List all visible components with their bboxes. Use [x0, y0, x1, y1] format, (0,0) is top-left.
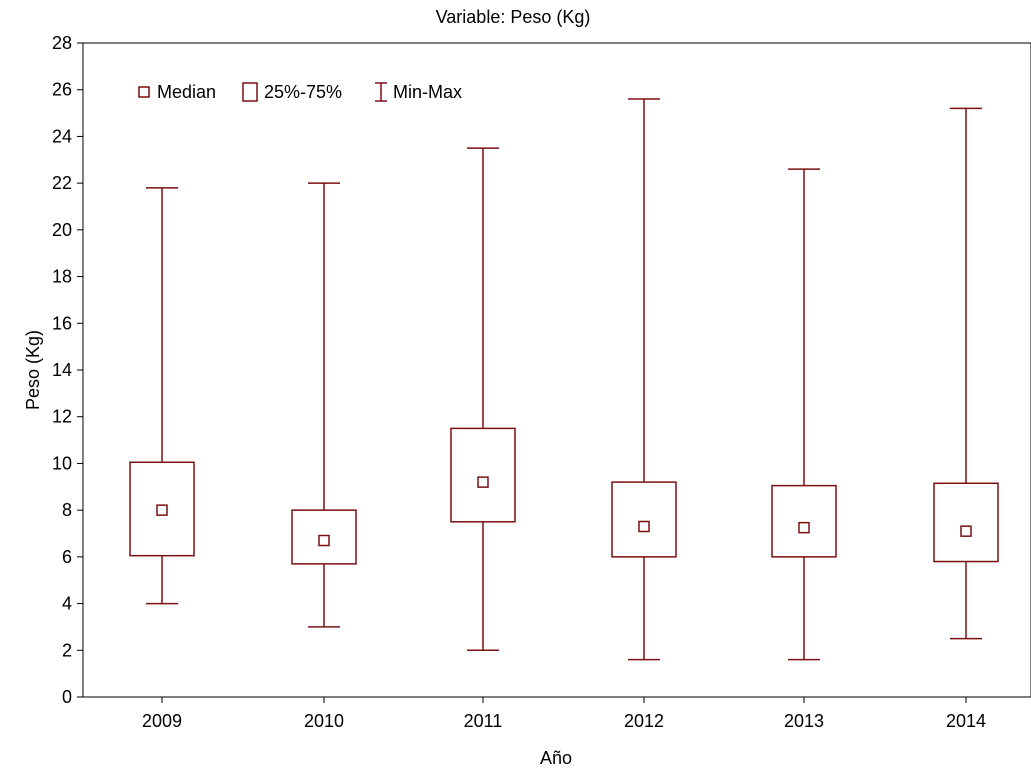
y-tick-label: 2: [62, 640, 72, 660]
y-tick-label: 18: [52, 267, 72, 287]
box-group-2012: [611, 98, 677, 661]
median-marker: [318, 534, 330, 547]
iqr-box: [771, 484, 837, 558]
median-marker: [156, 504, 168, 516]
x-tick-label: 2014: [946, 711, 986, 731]
x-tick-label: 2013: [784, 711, 824, 731]
x-axis: 2009 2010 2011 2012 2013 2014: [142, 697, 986, 731]
median-marker: [798, 521, 810, 534]
iqr-box: [291, 509, 357, 565]
y-tick-label: 0: [62, 687, 72, 707]
plot-area: [82, 42, 1031, 698]
y-tick-label: 10: [52, 453, 72, 473]
box-group-2013: [771, 168, 837, 661]
iqr-box: [933, 482, 999, 563]
y-tick-label: 8: [62, 500, 72, 520]
y-tick-label: 24: [52, 126, 72, 146]
legend: Median 25%-75% Min-Max: [138, 82, 462, 102]
legend-label-box: 25%-75%: [264, 82, 342, 102]
iqr-box: [129, 461, 195, 557]
y-tick-label: 4: [62, 594, 72, 614]
y-tick-label: 6: [62, 547, 72, 567]
box-group-2014: [933, 107, 999, 640]
y-tick-label: 28: [52, 33, 72, 53]
legend-label-median: Median: [157, 82, 216, 102]
legend-median-icon: [138, 86, 150, 98]
y-tick-label: 22: [52, 173, 72, 193]
y-tick-label: 14: [52, 360, 72, 380]
box-group-2009: [129, 187, 195, 605]
median-marker: [638, 520, 650, 533]
median-marker: [477, 476, 489, 488]
y-tick-label: 12: [52, 407, 72, 427]
box-group-2010: [291, 182, 357, 628]
y-tick-label: 26: [52, 80, 72, 100]
x-tick-label: 2011: [464, 711, 503, 731]
chart-title: Variable: Peso (Kg): [436, 7, 591, 27]
y-tick-label: 16: [52, 313, 72, 333]
box-series: [129, 98, 999, 661]
y-axis-label: Peso (Kg): [23, 330, 43, 410]
iqr-box: [450, 427, 516, 523]
x-tick-label: 2010: [304, 711, 344, 731]
x-tick-label: 2009: [142, 711, 182, 731]
legend-label-whisker: Min-Max: [393, 82, 462, 102]
median-marker: [960, 525, 972, 537]
y-tick-label: 20: [52, 220, 72, 240]
box-group-2011: [450, 147, 516, 652]
legend-box-icon: [242, 82, 258, 102]
iqr-box: [611, 481, 677, 558]
x-tick-label: 2012: [624, 711, 664, 731]
x-axis-label: Año: [540, 748, 572, 768]
